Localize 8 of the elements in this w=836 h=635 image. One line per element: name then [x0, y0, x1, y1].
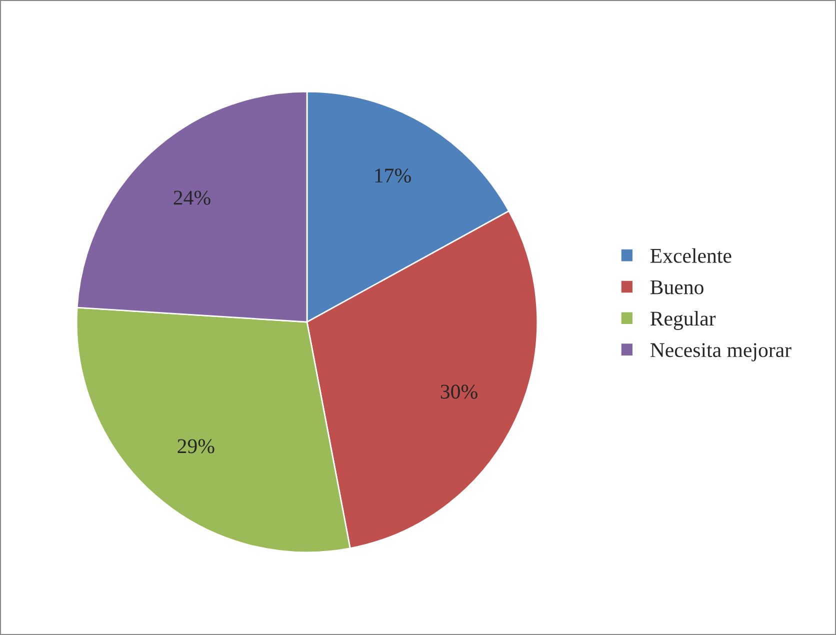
data-label: 29% [178, 439, 214, 454]
legend-label: Necesita mejorar [650, 343, 792, 362]
legend-label: Excelente [650, 248, 732, 263]
legend-label: Regular [650, 311, 716, 330]
data-label: 17% [375, 168, 411, 183]
data-label: 30% [440, 384, 478, 399]
data-label: 24% [174, 190, 210, 205]
legend-label: Bueno [650, 280, 704, 294]
